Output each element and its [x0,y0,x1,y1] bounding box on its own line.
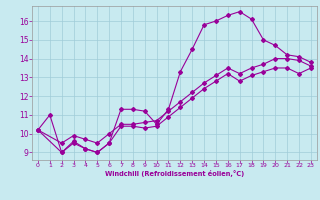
X-axis label: Windchill (Refroidissement éolien,°C): Windchill (Refroidissement éolien,°C) [105,170,244,177]
